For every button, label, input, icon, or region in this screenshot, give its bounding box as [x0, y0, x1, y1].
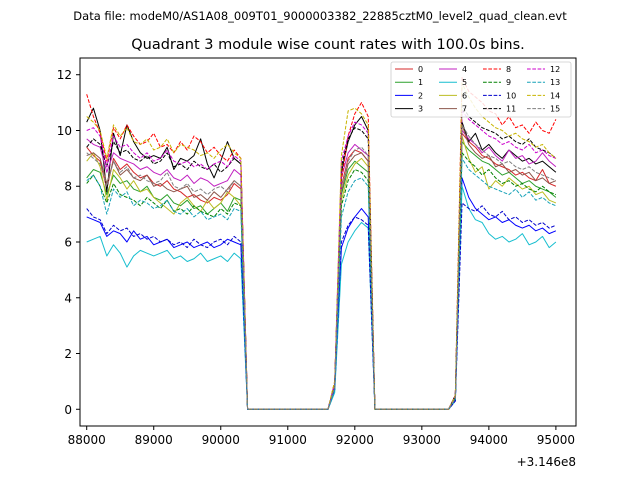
y-tick-label: 0 — [64, 403, 72, 417]
x-tick-label: 92000 — [336, 433, 374, 447]
legend-label-3: 3 — [418, 105, 423, 114]
y-tick-label: 2 — [64, 347, 72, 361]
x-tick-label: 94000 — [470, 433, 508, 447]
y-tick-label: 12 — [57, 68, 72, 82]
legend-label-7: 7 — [462, 105, 467, 114]
series-line-13 — [87, 158, 556, 409]
series-line-10 — [87, 203, 556, 409]
x-tick-label: 93000 — [403, 433, 441, 447]
series-line-0 — [87, 133, 556, 409]
chart-title: Quadrant 3 module wise count rates with … — [131, 37, 525, 53]
legend-label-0: 0 — [418, 65, 423, 74]
legend-label-15: 15 — [550, 105, 560, 114]
data-file-label: Data file: modeM0/AS1A08_009T01_90000033… — [73, 9, 567, 23]
series-line-9 — [87, 153, 556, 409]
x-tick-label: 89000 — [135, 433, 173, 447]
legend-label-11: 11 — [506, 105, 516, 114]
legend-label-10: 10 — [506, 91, 516, 100]
legend-label-1: 1 — [418, 78, 423, 87]
y-tick-label: 8 — [64, 180, 72, 194]
legend-label-14: 14 — [550, 91, 560, 100]
series-line-11 — [87, 105, 556, 409]
legend-label-4: 4 — [462, 65, 467, 74]
legend-label-8: 8 — [506, 65, 511, 74]
series-line-5 — [87, 186, 556, 409]
legend-label-12: 12 — [550, 65, 560, 74]
chart-figure: Data file: modeM0/AS1A08_009T01_90000033… — [0, 0, 640, 480]
legend-label-13: 13 — [550, 78, 560, 87]
x-tick-label: 90000 — [202, 433, 240, 447]
legend-label-5: 5 — [462, 78, 467, 87]
x-offset-label: +3.146e8 — [517, 455, 576, 469]
y-tick-label: 10 — [57, 124, 72, 138]
series-line-2 — [87, 178, 556, 409]
legend-label-2: 2 — [418, 91, 423, 100]
x-tick-label: 91000 — [269, 433, 307, 447]
series-line-3 — [87, 108, 556, 409]
plot-area: 88000 89000 90000 91000 92000 93000 94000 95000… — [57, 58, 576, 469]
series-line-7 — [87, 125, 556, 409]
y-tick-label: 4 — [64, 291, 72, 305]
series-line-14 — [87, 83, 556, 409]
y-tick-label: 6 — [64, 236, 72, 250]
x-tick-label: 95000 — [537, 433, 575, 447]
series-line-12 — [87, 111, 556, 409]
legend-label-9: 9 — [506, 78, 511, 87]
legend-label-6: 6 — [462, 91, 467, 100]
x-tick-label: 88000 — [68, 433, 106, 447]
series-line-15 — [87, 125, 556, 409]
series-line-6 — [87, 136, 556, 409]
